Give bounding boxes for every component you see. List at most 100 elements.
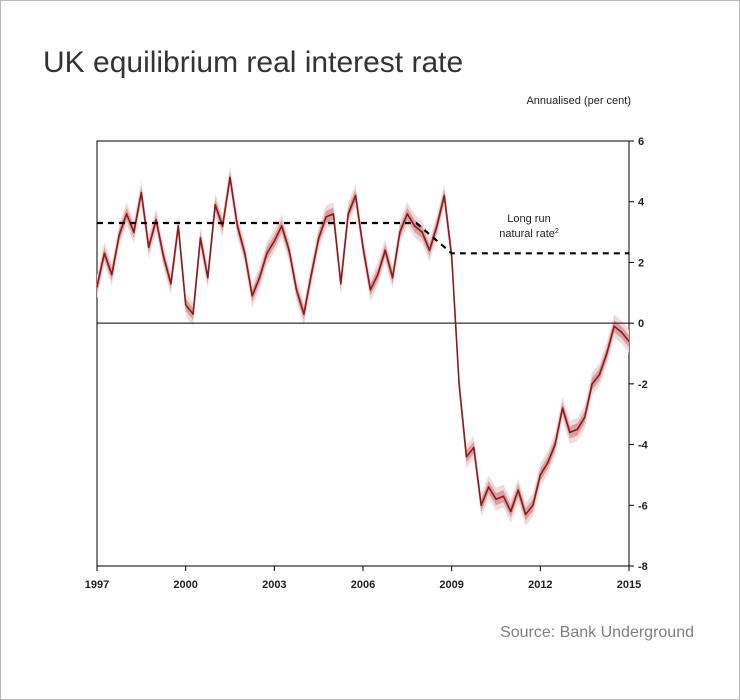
equilibrium-rate-point [147, 246, 150, 249]
y-tick-label: 2 [638, 257, 644, 269]
equilibrium-rate-point [266, 252, 268, 255]
equilibrium-rate-point [421, 231, 423, 233]
equilibrium-rate-point [317, 237, 320, 239]
equilibrium-rate-point [125, 213, 128, 215]
equilibrium-rate-point [221, 225, 224, 227]
equilibrium-rate-point [480, 504, 483, 507]
equilibrium-rate-point [155, 219, 157, 221]
band-outer [97, 165, 629, 526]
equilibrium-rate-point [140, 191, 143, 194]
equilibrium-rate-point [546, 462, 549, 464]
equilibrium-rate-point [598, 374, 601, 376]
equilibrium-rate-point [332, 213, 335, 215]
equilibrium-rate-point [473, 446, 475, 449]
equilibrium-rate-point [236, 225, 239, 227]
equilibrium-rate-point [362, 246, 364, 249]
equilibrium-rate-point [613, 325, 615, 328]
equilibrium-rate-point [347, 213, 350, 215]
equilibrium-rate-point [495, 498, 497, 501]
equilibrium-rate-point [229, 176, 231, 179]
x-tick-label: 2006 [351, 579, 375, 591]
equilibrium-rate-point [450, 255, 453, 258]
chart-title: UK equilibrium real interest rate [43, 46, 464, 79]
equilibrium-rate-point [606, 352, 608, 355]
equilibrium-rate-point [214, 204, 216, 206]
annotation-superscript: 2 [555, 228, 559, 235]
equilibrium-rate-point [258, 276, 261, 279]
equilibrium-rate-point [303, 313, 305, 315]
y-tick-label: -6 [638, 500, 648, 512]
equilibrium-rate-point [118, 234, 120, 236]
equilibrium-rate-point [369, 289, 372, 291]
equilibrium-rate-point [510, 510, 512, 513]
annotation-line2-text: natural rate [499, 228, 555, 240]
equilibrium-rate-point [591, 383, 593, 385]
equilibrium-rate-point [539, 474, 542, 476]
equilibrium-rate-point [192, 313, 194, 315]
equilibrium-rate-point [458, 383, 460, 385]
equilibrium-rate-point [620, 331, 623, 334]
equilibrium-rate-point [554, 443, 556, 446]
fan-bands [97, 165, 629, 526]
band-inner [97, 171, 629, 521]
x-tick-label: 2009 [439, 579, 463, 591]
equilibrium-rate-point [111, 273, 113, 276]
annotation-line2: natural rate2 [499, 228, 559, 240]
equilibrium-rate-point [273, 240, 276, 242]
x-tick-label: 2003 [262, 579, 286, 591]
equilibrium-rate-point [295, 289, 298, 291]
equilibrium-rate-point [413, 225, 416, 227]
equilibrium-rate-point [384, 249, 387, 252]
equilibrium-rate-point [628, 340, 630, 343]
source-note: Source: Bank Underground [500, 624, 694, 641]
y-tick-label: -8 [638, 561, 648, 573]
equilibrium-rate-point [184, 304, 187, 306]
equilibrium-rate-point [576, 428, 579, 431]
y-tick-label: 0 [638, 318, 644, 330]
equilibrium-rate-point [251, 295, 253, 297]
equilibrium-rate-point [103, 252, 106, 255]
equilibrium-rate-point [354, 194, 357, 197]
equilibrium-rate-point [436, 225, 438, 227]
y-tick-label: -4 [638, 440, 649, 452]
equilibrium-rate-point [340, 282, 342, 285]
long-run-natural-rate-line [97, 221, 629, 255]
series-lines [96, 176, 630, 516]
equilibrium-rate-point [162, 255, 165, 258]
x-tick-label: 2012 [528, 579, 552, 591]
equilibrium-rate-point [561, 407, 564, 409]
axes: 6 4 2 0 -2 -4 -6 -8 1997 2000 2003 2006 2009 2012 2015 [85, 136, 649, 591]
equilibrium-rate-point [199, 237, 202, 239]
equilibrium-rate-point [391, 276, 394, 279]
x-tick-label: 2000 [173, 579, 197, 591]
equilibrium-rate-point [177, 225, 180, 227]
equilibrium-rate-point [502, 495, 505, 498]
equilibrium-rate-point [288, 249, 290, 252]
equilibrium-rate-point [133, 231, 135, 233]
x-tick-label: 1997 [85, 579, 109, 591]
equilibrium-rate-point [310, 273, 313, 276]
equilibrium-rate-point [96, 285, 98, 288]
equilibrium-rate-point [569, 431, 571, 434]
equilibrium-rate-point [524, 513, 527, 516]
equilibrium-rate-point [428, 249, 431, 252]
equilibrium-rate-point [532, 504, 534, 507]
y-tick-label: 6 [638, 136, 644, 148]
equilibrium-rate-point [207, 276, 209, 279]
equilibrium-rate-point [244, 252, 246, 255]
equilibrium-rate-point [487, 486, 490, 488]
equilibrium-rate-point [443, 194, 446, 197]
equilibrium-rate-point [377, 273, 379, 276]
equilibrium-rate-point [583, 416, 586, 419]
annotation-line1: Long run [507, 213, 550, 225]
equilibrium-rate-point [325, 216, 327, 218]
y-tick-label: -2 [638, 379, 648, 391]
equilibrium-rate-point [406, 213, 409, 215]
equilibrium-rate-point [280, 225, 283, 227]
equilibrium-rate-point [465, 455, 468, 458]
equilibrium-rate-point [170, 282, 172, 285]
plot-area [96, 140, 630, 567]
x-tick-label: 2015 [617, 579, 641, 591]
